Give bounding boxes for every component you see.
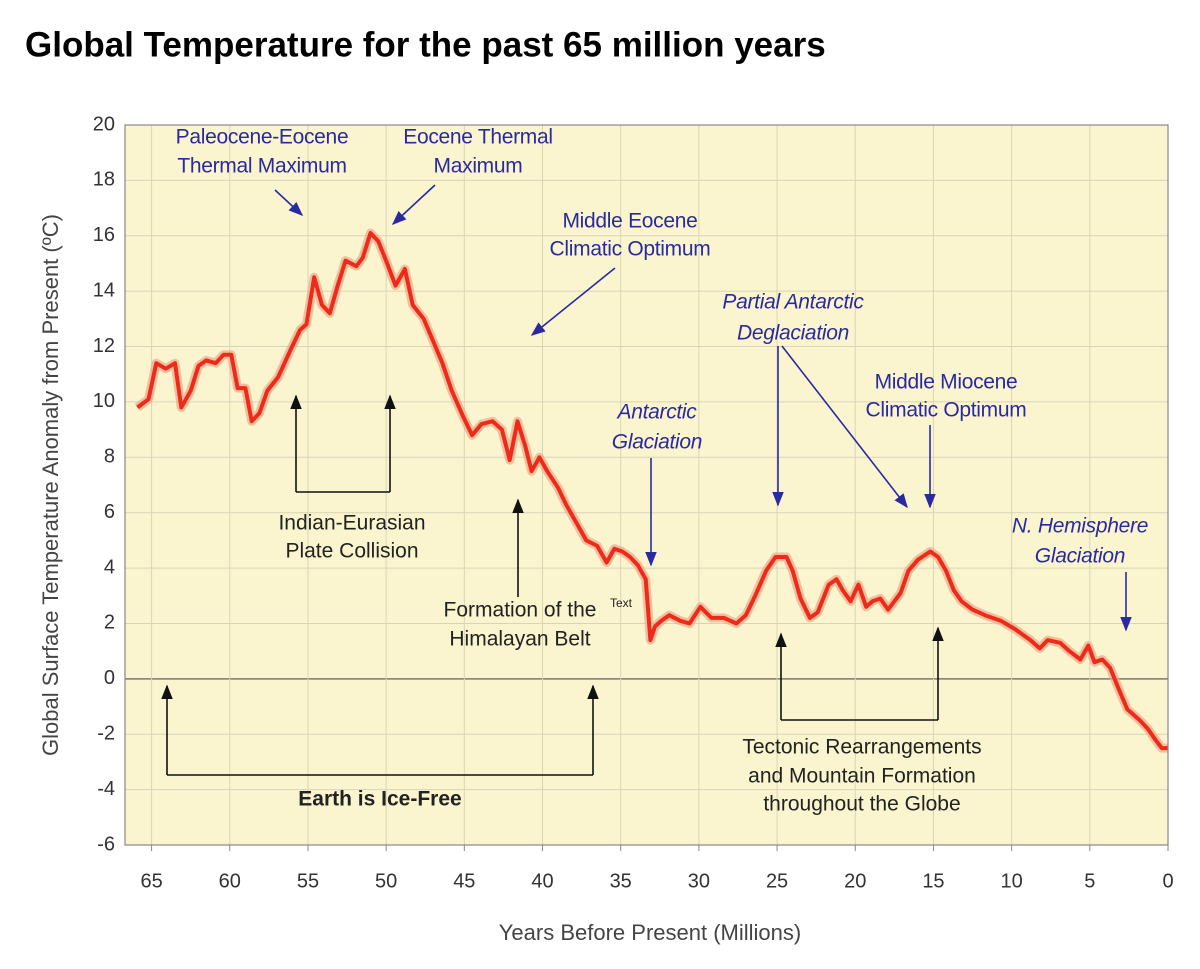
y-tick-label: 18	[93, 169, 115, 191]
annotation: Glaciation	[612, 431, 702, 454]
annotation: Climatic Optimum	[866, 399, 1027, 422]
y-tick-label: 12	[93, 335, 115, 357]
plot-border	[124, 124, 1169, 846]
y-tick-label: 4	[104, 556, 115, 578]
x-tick-label: 0	[1162, 870, 1173, 892]
y-tick-label: 20	[93, 113, 115, 135]
annotation-mark: Text	[610, 596, 633, 610]
series	[134, 228, 1168, 753]
y-tick-label: 14	[93, 279, 115, 301]
x-tick-label: 25	[766, 870, 788, 892]
annotations: Paleocene-Eocene Thermal Maximum Eocene …	[161, 126, 1148, 816]
x-tick-label: 15	[922, 870, 944, 892]
x-tick-label: 20	[844, 870, 866, 892]
annotation: Antarctic	[616, 401, 698, 424]
x-tick-label: 30	[688, 870, 710, 892]
annotation: and Mountain Formation	[748, 765, 976, 788]
y-tick-label: 8	[104, 446, 115, 468]
annotation: N. Hemisphere	[1012, 515, 1148, 538]
annotation: Eocene Thermal	[403, 126, 553, 149]
x-tick-label: 5	[1084, 870, 1095, 892]
y-tick-label: 10	[93, 390, 115, 412]
annotation: Earth is Ice-Free	[298, 788, 461, 811]
data-line	[136, 231, 1168, 751]
annotation: Middle Eocene	[562, 210, 697, 233]
annotation: Glaciation	[1035, 545, 1125, 568]
x-tick-label: 10	[1001, 870, 1023, 892]
x-axis-label: Years Before Present (Millions)	[499, 920, 801, 945]
annotation: Paleocene-Eocene	[176, 126, 349, 149]
x-tick-label: 35	[610, 870, 632, 892]
arrow	[530, 267, 616, 336]
annotation: throughout the Globe	[763, 793, 960, 816]
arrow	[781, 345, 908, 509]
x-tick-label: 50	[375, 870, 397, 892]
arrow	[391, 184, 436, 225]
x-tick-label: 40	[531, 870, 553, 892]
annotation: Indian-Eurasian	[278, 512, 425, 535]
y-tick-label: 16	[93, 224, 115, 246]
y-tick-label: -4	[97, 778, 115, 800]
x-tick-label: 45	[453, 870, 475, 892]
y-axis-label: Global Surface Temperature Anomaly from …	[38, 214, 63, 756]
x-tick-label: 65	[140, 870, 162, 892]
annotation: Maximum	[434, 155, 523, 178]
annotation: Tectonic Rearrangements	[742, 736, 981, 759]
annotation: Middle Miocene	[875, 371, 1018, 394]
annotation: Himalayan Belt	[449, 628, 590, 651]
x-tick-label: 60	[219, 870, 241, 892]
chart-title: Global Temperature for the past 65 milli…	[25, 25, 826, 64]
y-tick-label: 0	[104, 667, 115, 689]
y-tick-label: 6	[104, 501, 115, 523]
y-tick-label: -2	[97, 723, 115, 745]
plot-area	[125, 125, 1168, 845]
y-tick-label: 2	[104, 612, 115, 634]
annotation: Formation of the	[444, 599, 597, 622]
annotation: Partial Antarctic	[722, 291, 864, 314]
arrow	[274, 189, 304, 216]
annotation: Thermal Maximum	[177, 155, 346, 178]
annotation: Plate Collision	[285, 540, 418, 563]
y-tick-label: -6	[97, 833, 115, 855]
x-tick-label: 55	[297, 870, 319, 892]
annotation: Deglaciation	[737, 322, 849, 345]
annotation: Climatic Optimum	[550, 238, 711, 261]
